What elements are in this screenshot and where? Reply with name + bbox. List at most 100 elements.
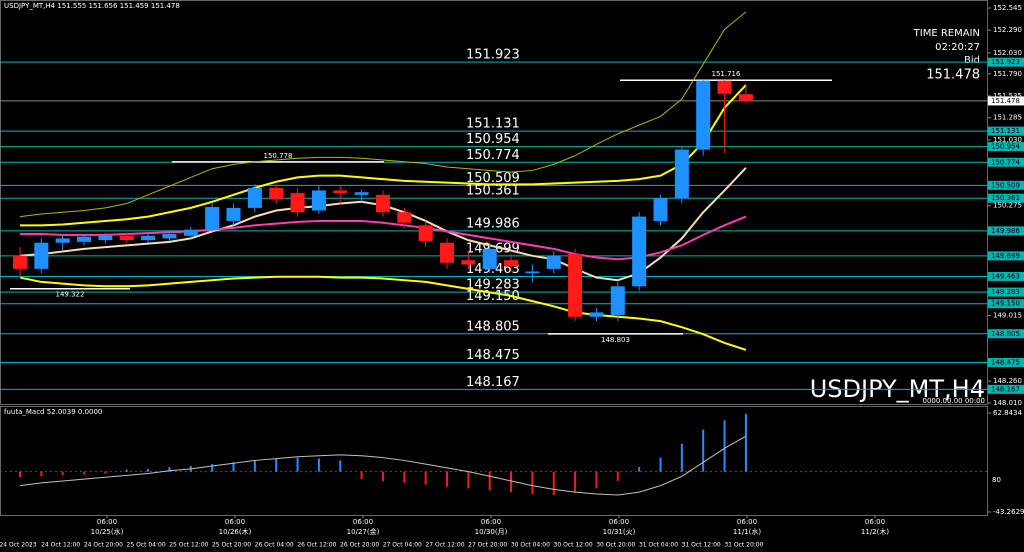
y-tick-label: 148.260 [993, 377, 1022, 385]
level-box [988, 329, 1024, 339]
macd-bar [595, 471, 598, 489]
candle-body [247, 187, 262, 208]
x-bottom-label: 31 Oct 04:00 [639, 542, 678, 549]
level-box [988, 287, 1024, 297]
level-label: 148.475 [466, 348, 520, 363]
level-label: 149.283 [466, 278, 520, 293]
level-box [988, 193, 1024, 203]
x-date-label: 10/30(月) [475, 528, 508, 536]
x-time-label: 06:00 [481, 518, 501, 526]
x-time-label: 06:00 [609, 518, 629, 526]
macd-bar [702, 429, 705, 472]
macd-bar [19, 471, 21, 478]
macd-bar [638, 466, 641, 472]
candle-body [717, 80, 732, 94]
y-tick-label: 149.015 [993, 311, 1022, 319]
x-bottom-label: 31 Oct 12:00 [682, 542, 721, 549]
candle-body [354, 192, 369, 195]
candle-body [440, 242, 454, 263]
level-box-label: 150.774 [991, 158, 1020, 166]
candle-body [77, 236, 92, 242]
candle-body [589, 312, 604, 317]
macd-bar [403, 471, 406, 483]
level-label: 149.150 [466, 289, 520, 304]
level-label: 150.509 [466, 171, 520, 186]
x-bottom-label: 25 Oct 04:00 [127, 542, 166, 549]
candle-body [98, 235, 113, 241]
macd-bar [381, 471, 384, 481]
chart-title: USDJPY_MT,H4 151.555 151.656 151.459 151… [4, 2, 180, 10]
x-time-label: 06:00 [97, 518, 117, 526]
x-bottom-label: 25 Oct 20:00 [212, 542, 251, 549]
indicator-line [20, 84, 747, 227]
level-box [988, 271, 1024, 281]
x-time-label: 06:00 [225, 518, 245, 526]
level-box [988, 384, 1024, 394]
macd-bar [744, 413, 747, 472]
macd-bar [232, 462, 235, 472]
x-bottom-label: 26 Oct 04:00 [255, 542, 294, 549]
macd-bar [40, 471, 43, 477]
marker-label: 150.778 [264, 152, 293, 160]
y-tick-label: 151.535 [993, 92, 1022, 100]
level-box-label: 149.699 [991, 252, 1020, 260]
x-bottom-label: 30 Oct 20:00 [596, 542, 635, 549]
candle-body [55, 238, 70, 243]
marker-label: 151.716 [712, 70, 741, 78]
macd-bar [680, 443, 683, 472]
x-date-label: 11/1(水) [733, 527, 761, 536]
time-remain: 02:20:27 [935, 42, 980, 53]
candle-body [162, 234, 177, 239]
level-label: 151.131 [466, 117, 520, 132]
marker-label: 149.322 [56, 291, 85, 299]
macd-bar [723, 420, 726, 472]
level-box-label: 149.463 [991, 272, 1020, 280]
level-label: 149.986 [466, 216, 520, 231]
x-bottom-label: 30 Oct 12:00 [554, 542, 593, 549]
candle-body [141, 235, 156, 241]
level-box [988, 251, 1024, 261]
candle-body [674, 149, 689, 199]
x-bottom-label: 27 Oct 20:00 [468, 542, 507, 549]
level-box [988, 357, 1024, 367]
candle-body [119, 235, 134, 241]
y-tick-label: 152.030 [993, 49, 1022, 57]
candle-body [226, 207, 241, 221]
macd-bar [147, 468, 150, 472]
candle-body [34, 242, 49, 269]
level-label: 150.954 [466, 132, 520, 147]
x-bottom-label: 24 Oct 20:00 [84, 542, 123, 549]
level-box [988, 57, 1024, 67]
macd-bar [360, 471, 363, 480]
y-tick-label: 151.285 [993, 114, 1022, 122]
level-box [988, 142, 1024, 152]
level-label: 150.774 [466, 148, 520, 163]
level-box [988, 226, 1024, 236]
macd-bar [659, 457, 662, 472]
x-bottom-label: 26 Oct 20:00 [340, 542, 379, 549]
x-date-label: 11/2(木) [861, 527, 889, 536]
candle-body [696, 80, 711, 150]
level-box-label: 148.805 [991, 330, 1020, 338]
x-bottom-label: 31 Oct 20:00 [724, 542, 763, 549]
macd-level-text: 80 [992, 476, 1001, 484]
candle-body [504, 260, 519, 267]
candle-body [568, 254, 583, 317]
macd-bar [339, 460, 342, 472]
macd-bar [467, 471, 470, 489]
x-bottom-label: 25 Oct 12:00 [169, 542, 208, 549]
candle-body [375, 194, 390, 213]
level-box-label: 151.923 [991, 58, 1020, 66]
x-time-label: 06:00 [865, 518, 885, 526]
level-box-label: 149.150 [991, 300, 1020, 308]
macd-bar [510, 471, 513, 493]
level-box-label: 150.509 [991, 181, 1020, 189]
candle-body [183, 229, 198, 236]
candle-body [546, 255, 561, 269]
indicator-line [19, 11, 747, 218]
y-tick-label: 151.790 [993, 70, 1022, 78]
level-box [988, 299, 1024, 309]
y-tick-label: 148.010 [993, 399, 1022, 407]
candle-body [397, 212, 412, 223]
y-tick-label: 151.030 [993, 136, 1022, 144]
